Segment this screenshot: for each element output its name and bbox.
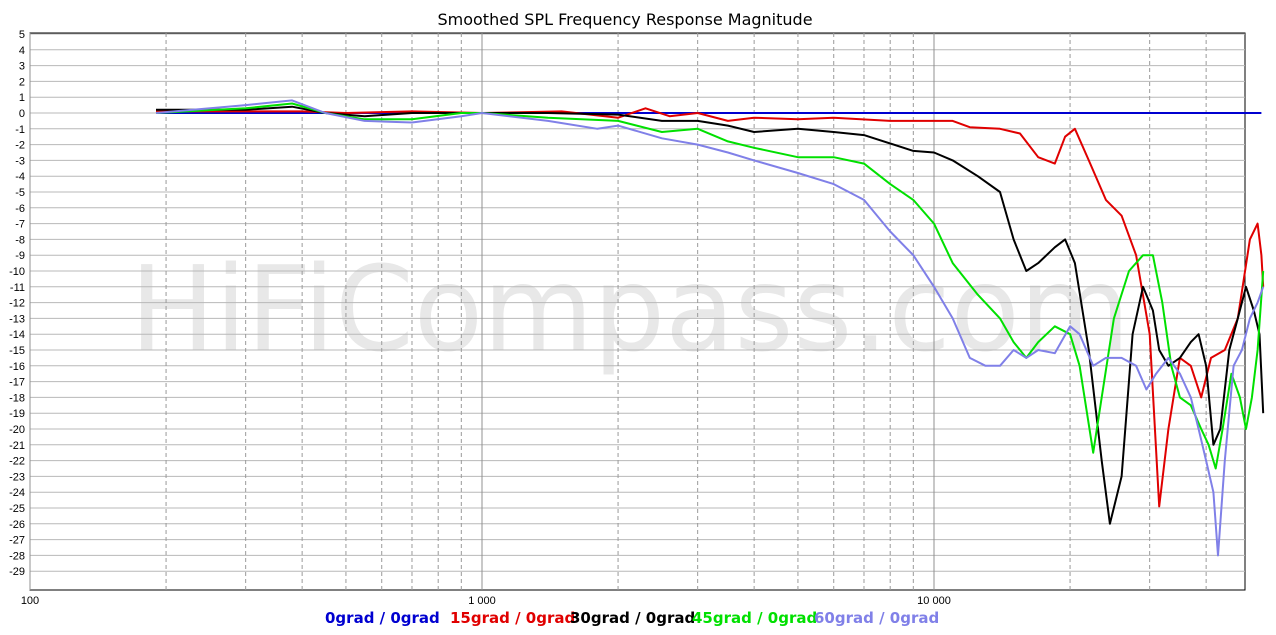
y-tick-label: 5 [19, 29, 25, 41]
y-tick-label: -24 [9, 487, 25, 499]
y-tick-label: -13 [9, 313, 25, 325]
y-tick-label: -22 [9, 456, 25, 468]
x-tick-label: 100 [21, 595, 39, 607]
x-tick-label: 1 000 [468, 595, 496, 607]
y-tick-label: 4 [19, 45, 25, 57]
y-tick-label: -10 [9, 266, 25, 278]
y-axis-ticks: 5 4 3 2 1 0 -1 -2 -3 -4 -5 -6 -7 -8 -9 -10 -11 -12 -13 -14 -… [9, 29, 25, 578]
y-tick-label: -20 [9, 424, 25, 436]
x-axis-ticks: 100 1 000 10 000 [21, 595, 951, 607]
y-tick-label: -11 [10, 282, 25, 294]
y-tick-label: -16 [9, 361, 25, 373]
y-tick-label: -7 [15, 219, 25, 231]
y-tick-label: 0 [19, 108, 25, 120]
legend-entry: 30grad / 0grad [570, 609, 695, 627]
series-line-1 [156, 107, 1265, 508]
chart-title: Smoothed SPL Frequency Response Magnitud… [437, 10, 812, 29]
y-tick-label: -5 [15, 187, 25, 199]
y-tick-label: -17 [9, 377, 25, 389]
series-lines [155, 99, 1265, 557]
y-tick-label: 2 [19, 76, 25, 88]
legend-entry: 15grad / 0grad [450, 609, 575, 627]
y-tick-label: -19 [9, 408, 25, 420]
legend-entry: 45grad / 0grad [692, 609, 817, 627]
y-tick-label: -23 [9, 471, 25, 483]
y-tick-label: -8 [15, 234, 25, 246]
y-tick-label: 1 [19, 92, 25, 104]
y-tick-label: -26 [9, 519, 25, 531]
y-tick-label: -4 [15, 171, 25, 183]
y-tick-label: -28 [9, 550, 25, 562]
y-tick-label: -2 [15, 140, 25, 152]
gridlines [29, 33, 1245, 590]
y-tick-label: -25 [9, 503, 25, 515]
y-tick-label: -14 [9, 329, 25, 341]
y-tick-label: -1 [15, 124, 25, 136]
legend-entry: 60grad / 0grad [814, 609, 939, 627]
y-tick-label: -6 [15, 203, 25, 215]
y-tick-label: -15 [9, 345, 25, 357]
y-tick-label: -29 [9, 566, 25, 578]
y-tick-label: -21 [9, 440, 25, 452]
x-tick-label: 10 000 [917, 595, 951, 607]
y-tick-label: -18 [9, 392, 25, 404]
series-line-4 [155, 99, 1265, 557]
y-tick-label: -27 [9, 535, 25, 547]
watermark: HiFiCompass.com [130, 240, 1130, 378]
y-tick-label: -3 [15, 155, 25, 167]
legend-entry: 0grad / 0grad [325, 609, 440, 627]
y-tick-label: 3 [19, 61, 25, 73]
y-tick-label: -12 [9, 298, 25, 310]
series-line-2 [156, 105, 1265, 525]
y-tick-label: -9 [15, 250, 25, 262]
